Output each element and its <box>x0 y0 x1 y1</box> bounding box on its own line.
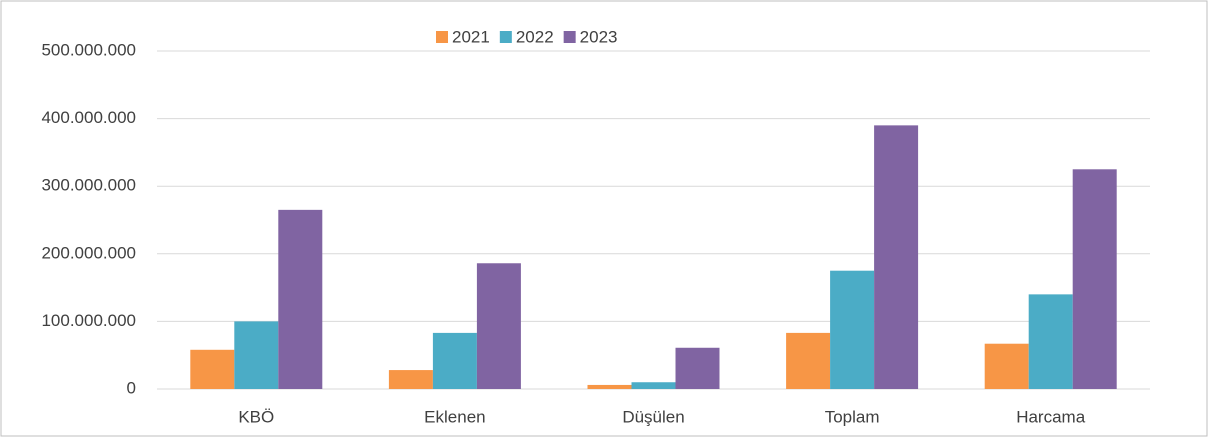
x-tick-label: Düşülen <box>622 407 684 426</box>
bar <box>631 382 676 389</box>
bar <box>476 263 521 389</box>
legend-label: 2022 <box>516 27 554 46</box>
bar <box>278 209 323 389</box>
x-tick-label: Toplam <box>825 407 880 426</box>
legend-swatch <box>499 31 512 43</box>
bar <box>830 270 875 389</box>
bar <box>984 343 1029 389</box>
y-tick-label: 500.000.000 <box>41 40 136 59</box>
x-tick-label: Harcama <box>1016 407 1086 426</box>
legend-label: 2023 <box>580 27 618 46</box>
bar <box>874 125 919 390</box>
y-tick-label: 200.000.000 <box>41 243 136 262</box>
y-tick-label: 300.000.000 <box>41 176 136 195</box>
x-tick-label: Eklenen <box>424 407 485 426</box>
bar <box>1072 169 1117 389</box>
bar <box>1028 294 1073 389</box>
legend-label: 2021 <box>452 27 490 46</box>
bar <box>432 332 477 389</box>
bar <box>675 347 720 389</box>
y-tick-label: 400.000.000 <box>41 108 136 127</box>
y-tick-label: 100.000.000 <box>41 311 136 330</box>
bar <box>388 370 433 389</box>
x-tick-label: KBÖ <box>238 407 274 426</box>
legend-swatch <box>563 31 576 43</box>
legend-swatch <box>436 31 448 43</box>
bar <box>786 332 831 389</box>
bar <box>234 321 279 389</box>
bar <box>587 384 632 389</box>
bar <box>190 349 235 389</box>
y-tick-label: 0 <box>127 378 136 397</box>
